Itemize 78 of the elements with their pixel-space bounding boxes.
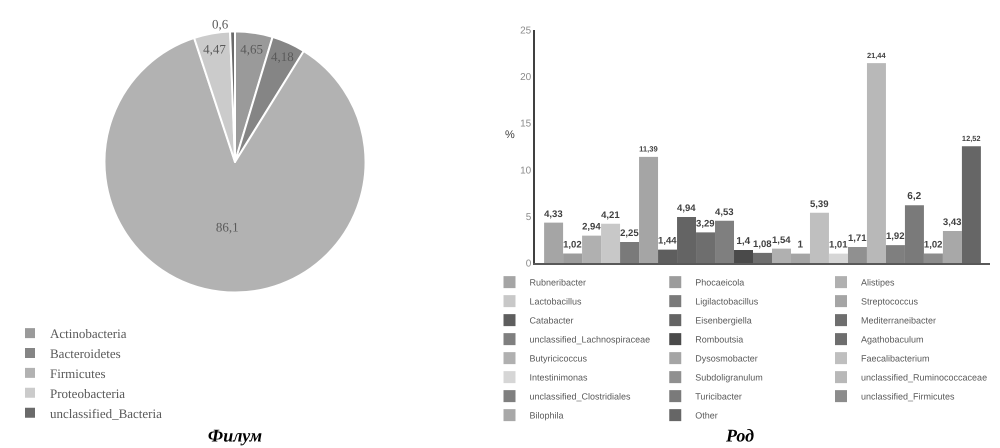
data-label: 5,39 [810, 198, 829, 210]
data-label: 12,52 [962, 134, 981, 144]
legend-label: unclassified_Lachnospiraceae [530, 334, 650, 345]
data-label: 1,02 [563, 240, 582, 251]
y-tick-label: 0 [526, 258, 532, 270]
y-tick-label: 10 [520, 165, 532, 176]
legend-label: Romboutsia [695, 334, 744, 345]
legend-label: Bacteroidetes [50, 346, 121, 362]
data-label: 2,25 [620, 228, 640, 240]
legend-label: unclassified_Bacteria [50, 406, 162, 421]
data-label: 0,6 [212, 16, 229, 32]
legend-label: Bilophila [530, 410, 564, 421]
data-label: 1,92 [886, 231, 905, 242]
data-label: 3,43 [942, 217, 962, 228]
legend-label: unclassified_Clostridiales [530, 392, 632, 402]
legend-label: Intestinimonas [530, 372, 588, 383]
legend-label: unclassified_Ruminococcaceae [861, 372, 988, 383]
data-label: 4,33 [544, 208, 563, 220]
y-tick-label: 15 [520, 118, 532, 130]
legend-label: Streptococcus [861, 296, 919, 307]
bar [620, 242, 640, 263]
text: Филум [208, 425, 262, 446]
bar [924, 253, 943, 263]
data-label: 6,2 [907, 191, 922, 202]
legend-label: Ligilactobacillus [695, 296, 759, 307]
data-label: 21,44 [866, 50, 886, 60]
data-label: 1,01 [828, 240, 848, 251]
bar [828, 254, 848, 263]
legend-label: unclassified_Firmicutes [861, 392, 956, 402]
data-label: 1,54 [772, 234, 792, 246]
legend-label: Lactobacillus [530, 296, 582, 307]
bar [866, 63, 886, 263]
data-label: 4,47 [203, 42, 226, 57]
legend-label: Mediterraneibacter [861, 316, 936, 326]
bar [639, 156, 658, 263]
data-label: 3,29 [696, 218, 715, 230]
data-label: 2,94 [582, 222, 602, 233]
legend-label: Subdoligranulum [695, 372, 763, 383]
data-label: 1,71 [848, 233, 868, 244]
bar [753, 252, 772, 263]
legend-label: Firmicutes [50, 366, 106, 381]
data-label: 86,1 [216, 219, 239, 234]
legend-label: Alistipes [861, 278, 896, 288]
bar [810, 212, 829, 263]
y-axis-title: % [505, 129, 515, 141]
data-label: 11,39 [639, 144, 658, 154]
legend-label: Faecalibacterium [861, 354, 930, 364]
data-label: 4,53 [715, 206, 734, 218]
data-label: 1,44 [658, 236, 678, 247]
bar [715, 220, 734, 263]
legend-label: Dysosmobacter [695, 354, 758, 364]
data-label: 4,94 [677, 203, 696, 214]
data-label: 1 [797, 240, 804, 251]
bar [942, 231, 962, 263]
legend-label: Other [695, 410, 718, 421]
legend-label: Actinobacteria [50, 326, 127, 342]
bar [601, 224, 620, 263]
bar [734, 250, 753, 263]
legend-label: Catabacter [530, 316, 574, 326]
data-label: 1,02 [924, 240, 942, 251]
y-tick-label: 20 [520, 72, 532, 84]
legend-label: Eisenbergiella [695, 316, 752, 326]
bar [962, 146, 981, 263]
data-label: 1,08 [753, 239, 772, 250]
legend-label: Proteobacteria [50, 386, 126, 401]
data-label: 4,65 [240, 42, 263, 57]
legend-label: Butyricicoccus [530, 354, 588, 364]
legend-label: Agathobaculum [861, 334, 924, 345]
data-label: 4,21 [601, 210, 620, 221]
bar [582, 236, 602, 263]
legend-label: Rubneribacter [530, 278, 586, 288]
y-tick-label: 25 [520, 26, 532, 36]
data-label: 1,4 [736, 236, 751, 247]
text: Род [724, 425, 754, 446]
legend-label: Turicibacter [695, 392, 742, 402]
bar [848, 247, 867, 263]
y-tick-label: 5 [526, 212, 532, 223]
legend-label: Phocaeicola [695, 278, 744, 288]
